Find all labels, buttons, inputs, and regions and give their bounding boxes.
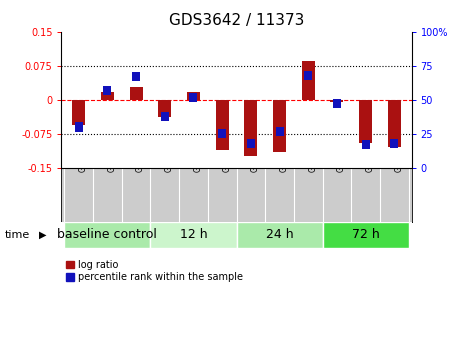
Text: GSM268255: GSM268255 <box>136 126 145 172</box>
Text: 72 h: 72 h <box>352 228 379 241</box>
Bar <box>236 222 323 248</box>
Text: ▶: ▶ <box>39 230 46 240</box>
Bar <box>104 86 112 95</box>
Text: GSM269467: GSM269467 <box>165 126 174 172</box>
Bar <box>64 222 150 248</box>
Bar <box>158 100 171 117</box>
Bar <box>359 100 372 143</box>
Text: 12 h: 12 h <box>180 228 207 241</box>
Text: GSM269524: GSM269524 <box>280 126 289 172</box>
Bar <box>273 100 286 152</box>
Bar <box>187 92 200 100</box>
Bar <box>216 100 228 150</box>
Text: GSM269525: GSM269525 <box>308 126 317 172</box>
Bar <box>150 222 236 248</box>
Text: GSM269507: GSM269507 <box>251 126 260 172</box>
Bar <box>275 126 283 136</box>
Bar <box>161 112 169 121</box>
Text: GSM269535: GSM269535 <box>394 126 403 172</box>
Bar <box>388 100 401 147</box>
Bar <box>361 140 369 149</box>
Text: baseline control: baseline control <box>57 228 158 241</box>
Bar <box>304 71 312 80</box>
Title: GDS3642 / 11373: GDS3642 / 11373 <box>169 13 304 28</box>
Bar <box>190 92 198 102</box>
Bar <box>130 87 142 100</box>
Text: GSM269534: GSM269534 <box>366 126 375 172</box>
Bar <box>247 139 255 148</box>
Bar <box>245 100 257 156</box>
Bar <box>132 72 140 81</box>
Text: 24 h: 24 h <box>266 228 293 241</box>
Text: GSM269471: GSM269471 <box>222 126 231 172</box>
Bar <box>333 99 341 108</box>
Text: GSM269469: GSM269469 <box>193 126 202 172</box>
Bar <box>75 122 83 132</box>
Bar <box>323 222 409 248</box>
Text: GSM268254: GSM268254 <box>107 126 116 172</box>
Bar <box>390 139 398 148</box>
Bar <box>302 61 315 100</box>
Text: GSM268253: GSM268253 <box>79 126 88 172</box>
Legend: log ratio, percentile rank within the sample: log ratio, percentile rank within the sa… <box>66 260 243 282</box>
Bar <box>101 92 114 100</box>
Bar <box>72 100 85 125</box>
Text: GSM269533: GSM269533 <box>337 126 346 172</box>
Bar <box>331 100 343 102</box>
Bar <box>218 129 226 138</box>
Text: time: time <box>5 230 30 240</box>
